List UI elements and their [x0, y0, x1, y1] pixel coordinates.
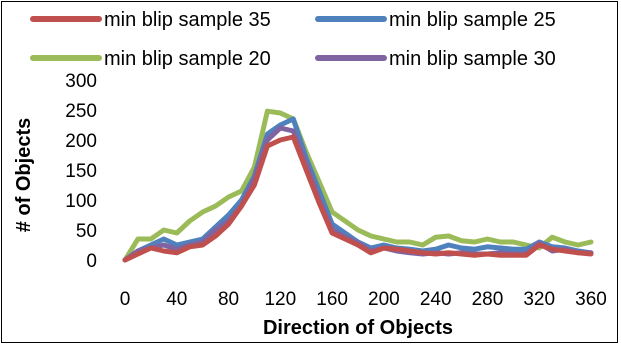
series-line [122, 108, 594, 263]
x-tick-label: 360 [575, 289, 607, 310]
y-tick-label: 0 [86, 251, 97, 272]
series-line [122, 116, 594, 263]
x-tick-label: 160 [316, 289, 348, 310]
y-tick-label: 300 [65, 71, 97, 92]
legend-label: min blip sample 25 [389, 9, 556, 31]
y-axis-title: # of Objects [13, 118, 35, 232]
x-tick-label: 320 [523, 289, 555, 310]
legend: min blip sample 35 min blip sample 25 min … [30, 9, 556, 70]
series-line [122, 134, 594, 263]
x-axis-title: Direction of Objects [263, 317, 453, 339]
x-tick-label: 280 [472, 289, 504, 310]
y-tick-label: 250 [65, 101, 97, 122]
x-tick-label: 80 [218, 289, 239, 310]
series-lines [122, 108, 594, 263]
x-tick-label: 120 [264, 289, 296, 310]
x-tick-label: 240 [420, 289, 452, 310]
y-tick-label: 50 [76, 221, 97, 242]
x-tick-label: 40 [166, 289, 187, 310]
x-tick-label: 0 [120, 289, 131, 310]
y-tick-label: 150 [65, 161, 97, 182]
legend-label: min blip sample 20 [104, 48, 271, 70]
y-axis-tick-labels: 0 50 100 150 200 250 300 [65, 71, 97, 272]
x-axis-tick-labels: 0 40 80 120 160 200 240 280 320 360 [120, 289, 607, 310]
legend-label: min blip sample 35 [104, 9, 271, 31]
x-tick-label: 200 [368, 289, 400, 310]
y-tick-label: 100 [65, 191, 97, 212]
legend-label: min blip sample 30 [389, 48, 556, 70]
y-tick-label: 200 [65, 131, 97, 152]
